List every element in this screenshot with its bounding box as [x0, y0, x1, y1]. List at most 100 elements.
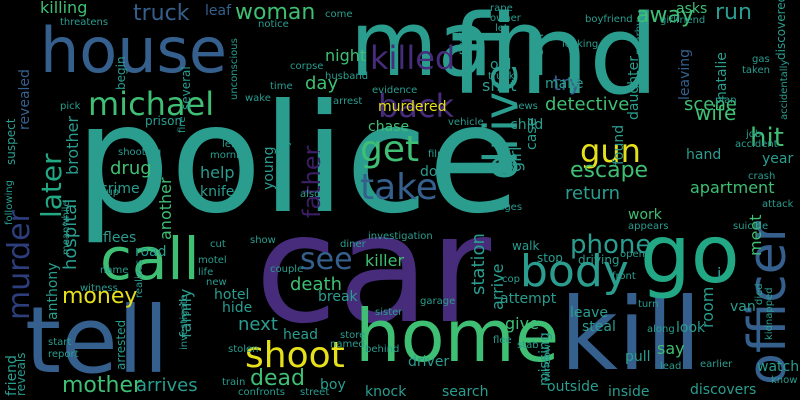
word-cloud-word: hotel: [214, 287, 250, 303]
word-cloud-word: leaf: [205, 3, 232, 19]
word-cloud-word: daughter: [626, 56, 642, 120]
word-cloud-word: away: [636, 3, 694, 28]
word-cloud-word: home: [355, 294, 560, 378]
word-cloud-word: shooting: [118, 147, 162, 158]
word-cloud-word: car: [255, 183, 492, 357]
word-cloud-word: find: [450, 0, 659, 119]
word-cloud-word: morning: [210, 150, 252, 161]
word-cloud-word: phone: [570, 230, 652, 260]
word-cloud-word: accident: [735, 139, 778, 150]
word-cloud-word: lead: [660, 361, 682, 372]
word-cloud-word: search: [442, 384, 489, 400]
word-cloud-word: night: [325, 46, 367, 65]
word-cloud-word: michael: [88, 85, 215, 123]
word-cloud-word: rape: [490, 3, 513, 14]
word-cloud-word: window: [542, 344, 553, 382]
word-cloud-word: murder: [2, 210, 37, 320]
word-cloud-word: begin: [114, 56, 128, 90]
word-cloud-word: investigate: [179, 294, 190, 350]
word-cloud-word: shoot: [245, 335, 345, 376]
word-cloud-word: fire: [177, 116, 188, 133]
word-cloud-word: suicide: [733, 221, 769, 232]
word-cloud-word: revealed: [17, 69, 33, 130]
word-cloud-word: stolen: [228, 344, 259, 355]
word-cloud-word: open: [620, 249, 645, 260]
word-cloud-word: see: [300, 242, 353, 277]
word-cloud-word: station: [468, 233, 489, 295]
word-cloud-word: death: [290, 274, 342, 295]
word-cloud-word: return: [565, 183, 621, 204]
word-cloud-word: call: [100, 225, 200, 293]
word-cloud-word: discovers: [690, 382, 757, 398]
word-cloud-word: try: [553, 71, 581, 95]
word-cloud-word: knife: [200, 184, 235, 200]
word-cloud-word: witness: [80, 283, 118, 294]
word-cloud-word: case: [524, 117, 540, 150]
word-cloud-word: back: [378, 87, 455, 125]
word-cloud-word: body: [520, 246, 629, 297]
word-cloud-word: arrested: [114, 319, 128, 370]
word-cloud-word: crash: [748, 171, 776, 182]
word-cloud-word: group: [90, 187, 120, 198]
word-cloud-word: meanwhile: [61, 200, 72, 255]
word-cloud-word: store: [340, 330, 366, 341]
word-cloud-word: flees: [103, 230, 137, 246]
word-cloud-word: take: [360, 167, 438, 208]
word-cloud-word: husband: [325, 71, 369, 82]
word-cloud-word: arrives: [136, 375, 198, 396]
word-cloud-word: outside: [547, 379, 599, 395]
word-cloud-word: owner: [490, 13, 521, 24]
word-cloud-word: child: [510, 117, 544, 133]
word-cloud-word: couple: [270, 264, 304, 275]
word-cloud-word: watch: [757, 359, 800, 375]
word-cloud-word: leave: [570, 305, 608, 321]
word-cloud-word: name: [100, 265, 129, 276]
word-cloud-word: kill: [560, 276, 702, 393]
word-cloud-word: sister: [375, 307, 403, 318]
word-cloud-word: inside: [608, 384, 650, 400]
word-cloud-word: time: [270, 81, 293, 92]
word-cloud-word: son: [532, 33, 546, 55]
word-cloud-word: several: [179, 66, 193, 110]
word-cloud-word: gas: [752, 54, 770, 65]
word-cloud-word: van: [730, 299, 756, 315]
word-cloud-word: show: [250, 235, 276, 246]
word-cloud-word: street: [300, 387, 330, 398]
word-cloud-word: plan: [715, 95, 737, 106]
word-cloud-word: knock: [365, 384, 407, 400]
word-cloud-word: motel: [198, 255, 227, 266]
word-cloud-word: gun: [580, 132, 641, 170]
word-cloud-word: taken: [742, 65, 770, 76]
word-cloud-word: money: [62, 284, 138, 309]
word-cloud-word: make: [545, 76, 584, 92]
word-cloud-word: leaving: [677, 48, 693, 100]
word-cloud-word: evidence: [372, 85, 418, 96]
word-cloud-word: police: [75, 73, 521, 247]
word-cloud-word: driving: [578, 253, 620, 267]
word-cloud-word: killer: [365, 251, 405, 270]
word-cloud-word: behind: [365, 344, 400, 355]
word-cloud-word: hand: [686, 147, 722, 163]
word-cloud-word: left: [222, 139, 239, 150]
word-cloud-word: next: [238, 314, 278, 335]
word-cloud-word: new: [206, 277, 227, 288]
word-cloud-word: appears: [628, 221, 669, 232]
word-cloud-word: found: [611, 124, 627, 165]
word-cloud-word: following: [4, 180, 15, 225]
word-cloud-word: looking: [562, 39, 599, 50]
word-cloud-word: help: [200, 163, 235, 182]
word-cloud-word: film: [428, 149, 447, 160]
word-cloud-word: stop: [537, 251, 563, 265]
word-cloud-word: man: [350, 0, 550, 97]
word-cloud-word: pull: [625, 349, 651, 365]
word-cloud-word: go: [640, 208, 740, 301]
word-cloud-word: door: [420, 164, 452, 180]
word-cloud-word: realizes: [134, 259, 145, 298]
word-cloud-word: j: [717, 264, 722, 283]
word-cloud-word: attack: [762, 199, 794, 210]
word-cloud-word: train: [222, 377, 246, 388]
word-cloud-word: mother: [62, 373, 143, 398]
word-cloud-word: day: [305, 73, 339, 94]
word-cloud-word: run: [715, 0, 752, 25]
